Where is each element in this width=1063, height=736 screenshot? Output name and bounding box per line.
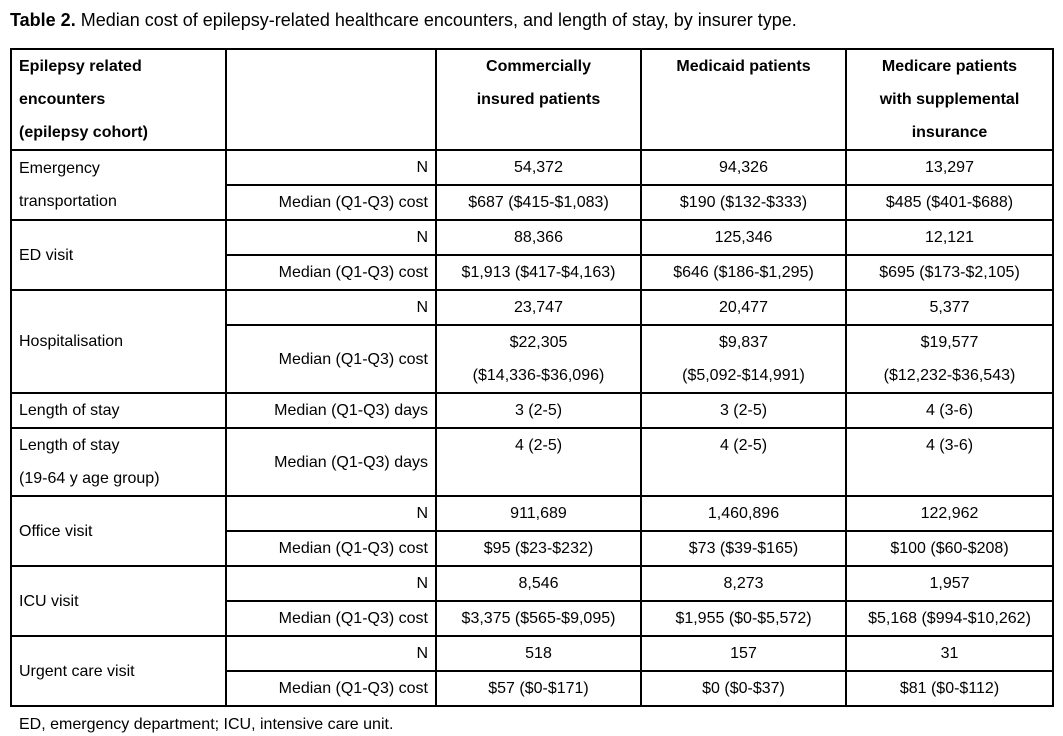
encounter-label: ED visit (10, 219, 227, 291)
value-cell: 88,366 (435, 219, 642, 256)
metric-label: N (225, 565, 437, 602)
encounter-label: Urgent care visit (10, 635, 227, 707)
table-row: Median (Q1-Q3) cost $95 ($23-$232) $73 (… (11, 530, 1054, 567)
value-cell: 3 (2-5) (640, 392, 847, 429)
table-row: Length of stay Median (Q1-Q3) days 3 (2-… (10, 392, 1054, 429)
metric-label: Median (Q1-Q3) cost (225, 324, 437, 394)
value-cell: 5,377 (845, 289, 1054, 326)
table-row: ED visit N 88,366 125,346 12,121 (10, 219, 1054, 291)
encounter-label: Hospitalisation (10, 289, 227, 394)
value-cell: 4 (2-5) (435, 427, 642, 497)
value-cell: $9,837 ($5,092-$14,991) (640, 324, 847, 394)
value-cell: $646 ($186-$1,295) (640, 254, 847, 291)
table-row: Median (Q1-Q3) cost $3,375 ($565-$9,095)… (11, 600, 1054, 637)
value-cell: 911,689 (435, 495, 642, 532)
table-caption-text: Median cost of epilepsy-related healthca… (80, 10, 797, 30)
value-cell: 20,477 (640, 289, 847, 326)
metric-label: Median (Q1-Q3) cost (225, 530, 437, 567)
value-cell: 3 (2-5) (435, 392, 642, 429)
table-row: Urgent care visit N 518 157 31 (10, 635, 1054, 707)
value-cell: $695 ($173-$2,105) (845, 254, 1054, 291)
value-cell: 8,273 (640, 565, 847, 602)
table-row: Emergency transportation N 54,372 94,326… (10, 149, 1054, 221)
value-cell: $485 ($401-$688) (845, 184, 1054, 221)
value-cell: 23,747 (435, 289, 642, 326)
table-row: Median (Q1-Q3) cost $687 ($415-$1,083) $… (11, 184, 1054, 221)
value-cell: 4 (3-6) (845, 427, 1054, 497)
value-cell: $57 ($0-$171) (435, 670, 642, 707)
metric-label: Median (Q1-Q3) days (225, 392, 437, 429)
value-cell: $22,305 ($14,336-$36,096) (435, 324, 642, 394)
value-cell: 125,346 (640, 219, 847, 256)
table-caption: Table 2. Median cost of epilepsy-related … (10, 8, 1063, 32)
metric-label: N (225, 289, 437, 326)
cost-table: Epilepsy related encounters (epilepsy co… (10, 48, 1054, 707)
value-cell: 94,326 (640, 149, 847, 186)
value-cell: 31 (845, 635, 1054, 672)
metric-label: N (225, 495, 437, 532)
value-cell: $95 ($23-$232) (435, 530, 642, 567)
value-cell: 122,962 (845, 495, 1054, 532)
value-cell: $5,168 ($994-$10,262) (845, 600, 1054, 637)
value-cell: 4 (2-5) (640, 427, 847, 497)
value-cell: 4 (3-6) (845, 392, 1054, 429)
value-cell: $0 ($0-$37) (640, 670, 847, 707)
column-header-medicaid: Medicaid patients (640, 48, 847, 151)
value-cell: 1,957 (845, 565, 1054, 602)
table-row: Length of stay (19-64 y age group) Media… (10, 427, 1054, 497)
value-cell: $190 ($132-$333) (640, 184, 847, 221)
metric-label: N (225, 219, 437, 256)
table-caption-label: Table 2. (10, 10, 76, 30)
encounter-label: Length of stay (19-64 y age group) (10, 427, 227, 497)
value-cell: $1,913 ($417-$4,163) (435, 254, 642, 291)
encounter-label: ICU visit (10, 565, 227, 637)
table-row: Office visit N 911,689 1,460,896 122,962 (10, 495, 1054, 567)
metric-label: N (225, 635, 437, 672)
value-cell: $81 ($0-$112) (845, 670, 1054, 707)
metric-label: Median (Q1-Q3) cost (225, 600, 437, 637)
metric-label: Median (Q1-Q3) days (225, 427, 437, 497)
column-header-medicare: Medicare patients with supplemental insu… (845, 48, 1054, 151)
value-cell: 13,297 (845, 149, 1054, 186)
column-header-metric (225, 48, 437, 151)
value-cell: 157 (640, 635, 847, 672)
metric-label: Median (Q1-Q3) cost (225, 254, 437, 291)
table-row: Median (Q1-Q3) cost $22,305 ($14,336-$36… (11, 324, 1054, 394)
encounter-label: Emergency transportation (10, 149, 227, 221)
metric-label: Median (Q1-Q3) cost (225, 670, 437, 707)
encounter-label: Office visit (10, 495, 227, 567)
value-cell: 12,121 (845, 219, 1054, 256)
table-row: Hospitalisation N 23,747 20,477 5,377 (10, 289, 1054, 394)
metric-label: N (225, 149, 437, 186)
value-cell: $19,577 ($12,232-$36,543) (845, 324, 1054, 394)
value-cell: $1,955 ($0-$5,572) (640, 600, 847, 637)
column-header-encounters: Epilepsy related encounters (epilepsy co… (10, 48, 227, 151)
header-row: Epilepsy related encounters (epilepsy co… (10, 48, 1054, 151)
value-cell: $100 ($60-$208) (845, 530, 1054, 567)
value-cell: 8,546 (435, 565, 642, 602)
column-header-commercial: Commercially insured patients (435, 48, 642, 151)
value-cell: 518 (435, 635, 642, 672)
table-row: Median (Q1-Q3) cost $57 ($0-$171) $0 ($0… (11, 670, 1054, 707)
table-row: ICU visit N 8,546 8,273 1,957 (10, 565, 1054, 637)
value-cell: $3,375 ($565-$9,095) (435, 600, 642, 637)
table-row: Median (Q1-Q3) cost $1,913 ($417-$4,163)… (11, 254, 1054, 291)
metric-label: Median (Q1-Q3) cost (225, 184, 437, 221)
value-cell: $687 ($415-$1,083) (435, 184, 642, 221)
value-cell: $73 ($39-$165) (640, 530, 847, 567)
value-cell: 54,372 (435, 149, 642, 186)
table-footnote: ED, emergency department; ICU, intensive… (19, 716, 394, 733)
value-cell: 1,460,896 (640, 495, 847, 532)
encounter-label: Length of stay (10, 392, 227, 429)
